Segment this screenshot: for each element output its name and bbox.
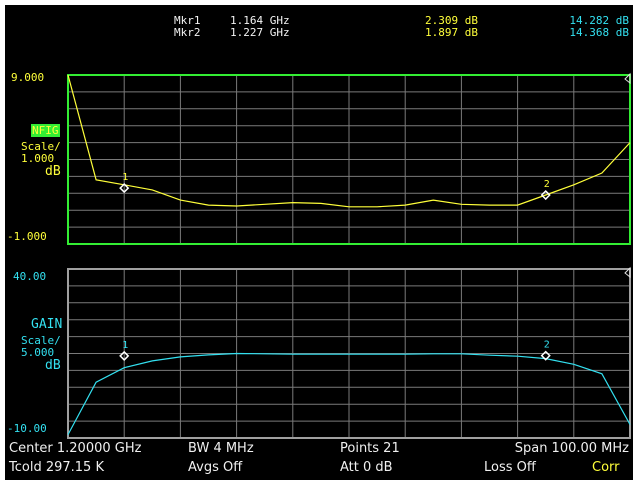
center-frequency[interactable]: Center 1.20000 GHz xyxy=(9,441,142,456)
tcold[interactable]: Tcold 297.15 K xyxy=(9,460,104,475)
nfig-trace-tag[interactable]: NFIG xyxy=(31,124,60,137)
gain-border xyxy=(67,268,631,439)
marker-1-nfig-value: 2.309 dB xyxy=(425,14,478,27)
nfig-trace xyxy=(67,74,631,208)
nfig-border xyxy=(67,74,631,245)
gain-unit: dB xyxy=(45,358,61,373)
marker-1-gain-value: 14.282 dB xyxy=(569,14,629,27)
gain-scale-label: Scale/ xyxy=(21,334,61,347)
correction-indicator: Corr xyxy=(592,460,620,475)
nfig-unit: dB xyxy=(45,164,61,179)
gain-top-value: 40.00 xyxy=(13,270,47,283)
nfig-marker-1-label: 1 xyxy=(122,172,128,183)
marker-2-frequency: 1.227 GHz xyxy=(230,26,290,39)
points[interactable]: Points 21 xyxy=(340,441,400,456)
marker-1-frequency: 1.164 GHz xyxy=(230,14,290,27)
nfig-scale-label: Scale/ xyxy=(21,140,61,153)
nfig-top-value: 9.000 xyxy=(11,71,45,84)
marker-2-gain-value: 14.368 dB xyxy=(569,26,629,39)
averages[interactable]: Avgs Off xyxy=(188,460,243,475)
marker-1-name: Mkr1 xyxy=(174,14,201,27)
loss-compensation[interactable]: Loss Off xyxy=(484,460,536,475)
attenuation[interactable]: Att 0 dB xyxy=(340,460,393,475)
bandwidth[interactable]: BW 4 MHz xyxy=(188,441,254,456)
gain-trace-tag[interactable]: GAIN xyxy=(31,317,63,332)
marker-2-nfig-value: 1.897 dB xyxy=(425,26,478,39)
gain-edge-indicator xyxy=(624,266,631,279)
nfig-tag-text: NFIG xyxy=(31,124,60,137)
gain-marker-1-label: 1 xyxy=(122,340,128,351)
nfig-bottom-value: -1.000 xyxy=(7,230,47,243)
gain-scale-value: 5.000 xyxy=(21,346,55,359)
span[interactable]: Span 100.00 MHz xyxy=(514,441,629,456)
gain-bottom-value: -10.00 xyxy=(7,422,47,435)
nfig-marker-2-label: 2 xyxy=(544,179,550,190)
marker-2-name: Mkr2 xyxy=(174,26,201,39)
gain-marker-2-label: 2 xyxy=(544,340,550,351)
nfig-scale-value: 1.000 xyxy=(21,152,55,165)
graph-area: 1 2 1 2 xyxy=(67,72,631,439)
nfig-edge-indicator xyxy=(624,72,631,85)
nfig-marker-1 xyxy=(119,183,130,194)
nfig-marker-2 xyxy=(540,189,551,201)
gain-trace xyxy=(67,352,631,435)
gain-marker-1 xyxy=(119,350,130,361)
gain-marker-2 xyxy=(540,350,551,361)
instrument-screen: Mkr1 1.164 GHz 2.309 dB 14.282 dB Mkr2 1… xyxy=(5,5,633,480)
